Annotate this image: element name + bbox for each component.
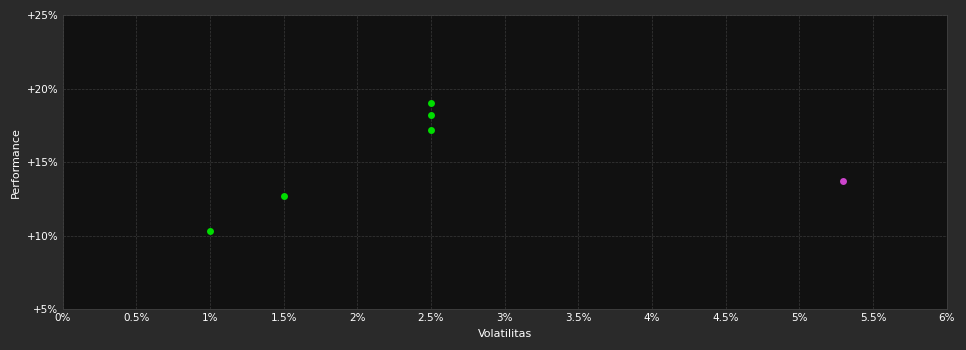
X-axis label: Volatilitas: Volatilitas — [477, 329, 531, 339]
Y-axis label: Performance: Performance — [12, 127, 21, 198]
